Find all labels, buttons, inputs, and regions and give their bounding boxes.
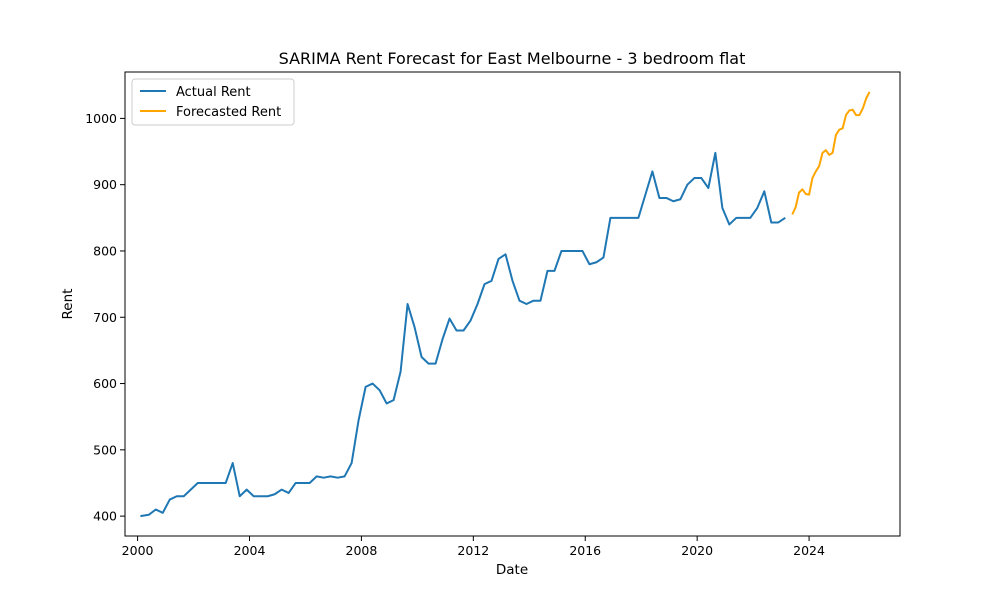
plot-frame	[124, 71, 901, 537]
series-layer	[140, 91, 871, 518]
x-tick-label: 2020	[681, 543, 713, 558]
chart-title: SARIMA Rent Forecast for East Melbourne …	[279, 49, 746, 68]
legend-label-forecast: Forecasted Rent	[176, 105, 281, 120]
x-tick-label: 2024	[793, 543, 825, 558]
y-axis: 400 500 600 700 800 900 1000	[85, 111, 125, 524]
y-tick-label: 600	[93, 376, 117, 391]
y-axis-label: Rent	[60, 289, 76, 320]
x-tick-label: 2012	[457, 543, 489, 558]
series-line-0	[140, 151, 786, 518]
x-tick-label: 2008	[346, 543, 378, 558]
y-tick-label: 900	[93, 177, 117, 192]
x-axis-label: Date	[496, 562, 528, 578]
x-axis: 2000 2004 2008 2012 2016 2020 2024	[122, 536, 825, 558]
series-line-1	[791, 91, 871, 215]
legend-label-actual: Actual Rent	[176, 85, 251, 100]
legend: Actual Rent Forecasted Rent	[131, 78, 295, 126]
y-tick-label: 800	[93, 243, 117, 258]
legend-box	[131, 78, 295, 126]
y-tick-label: 1000	[85, 111, 117, 126]
y-tick-label: 500	[93, 442, 117, 457]
x-tick-label: 2000	[122, 543, 154, 558]
x-tick-label: 2016	[569, 543, 601, 558]
y-tick-label: 700	[93, 310, 117, 325]
x-tick-label: 2004	[234, 543, 266, 558]
y-tick-label: 400	[93, 509, 117, 524]
